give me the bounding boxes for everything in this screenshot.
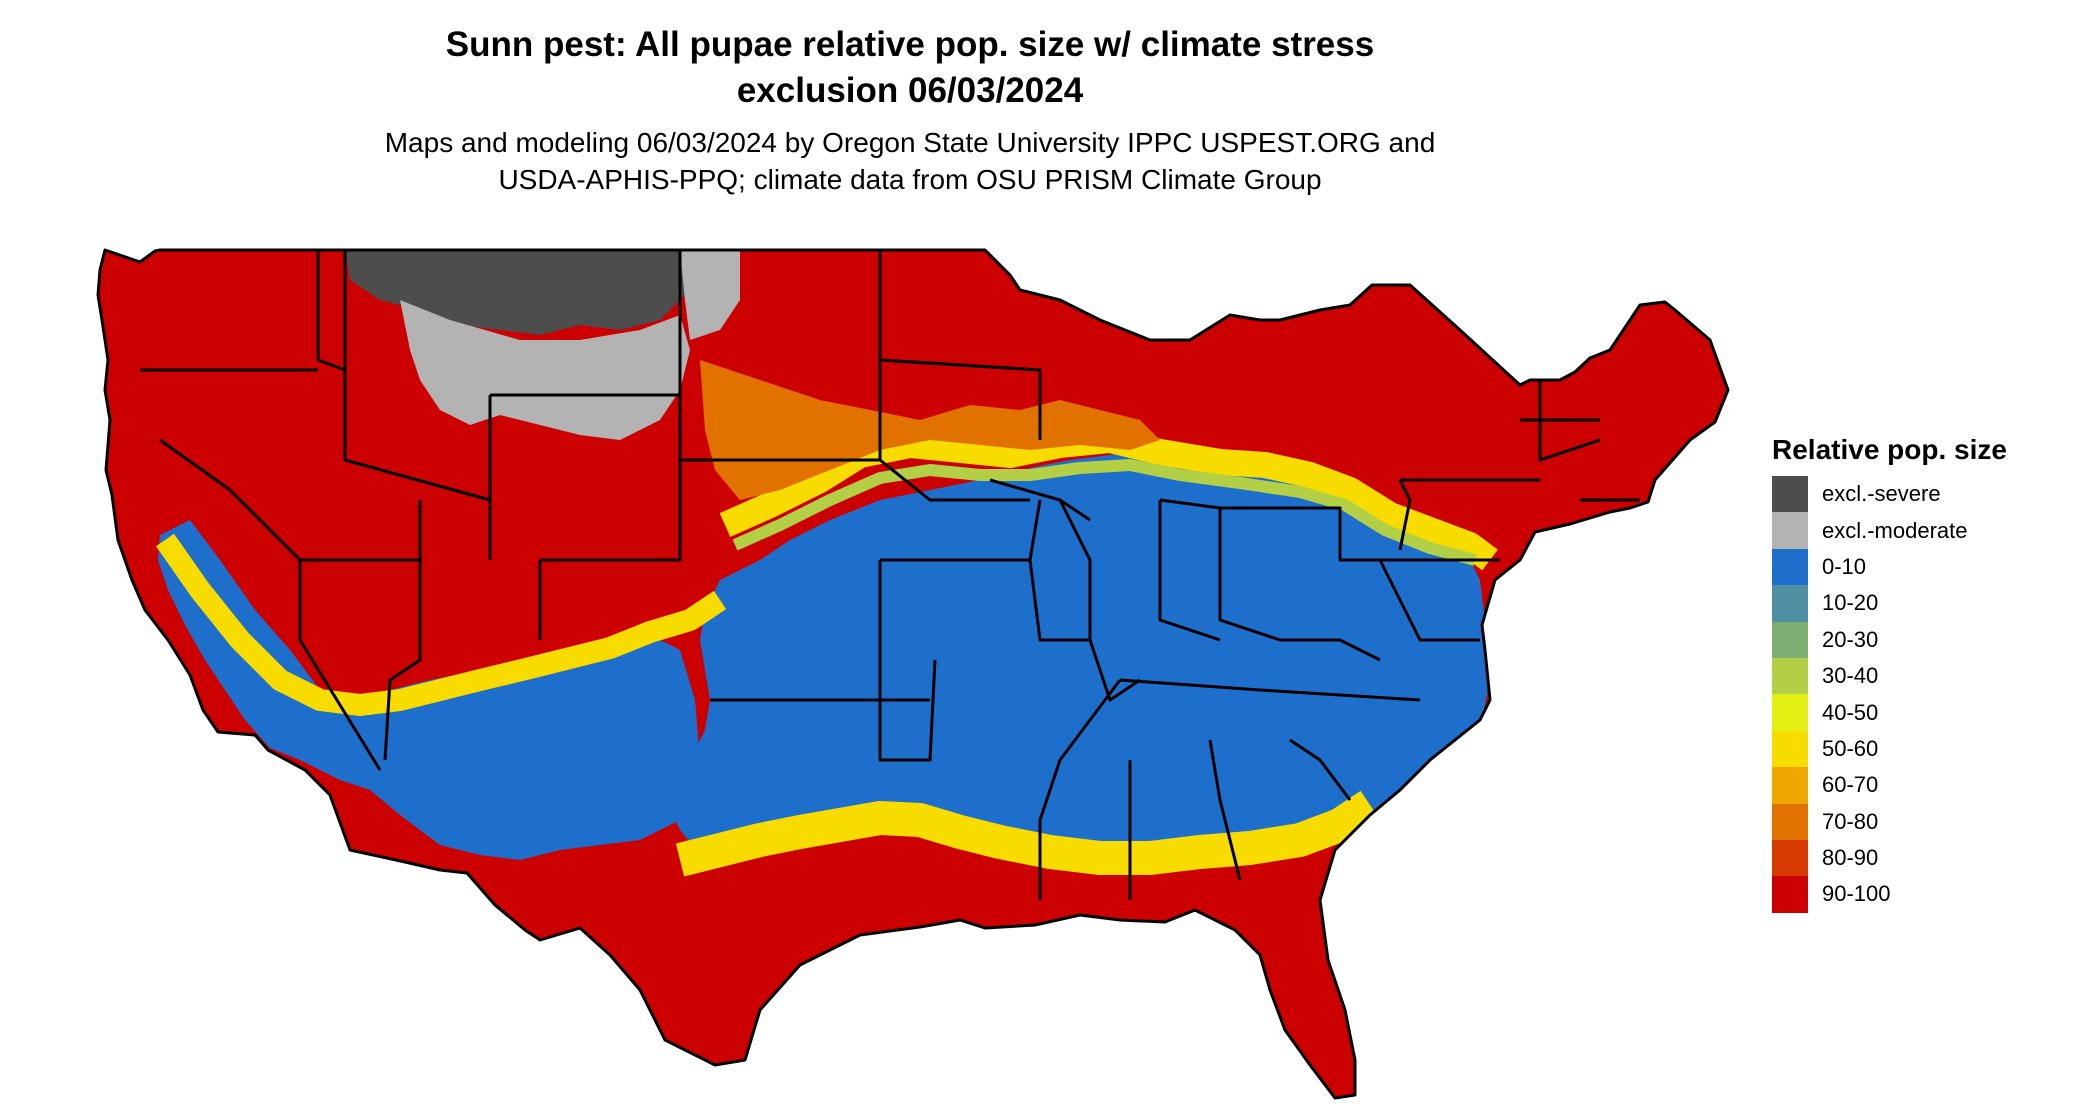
legend-swatch (1772, 730, 1808, 768)
zone-20-40-north-band (732, 459, 1477, 566)
legend-item: 30-40 (1772, 657, 2072, 695)
legend-item: 90-100 (1772, 876, 2072, 913)
legend-item: excl.-moderate (1772, 512, 2072, 549)
legend-item: 10-20 (1772, 585, 2072, 622)
legend-item: 50-60 (1772, 730, 2072, 768)
zone-70-90-upper-midwest (700, 360, 1160, 500)
state-borders (96, 248, 1730, 1100)
legend-item: excl.-severe (1772, 476, 2072, 513)
legend: Relative pop. size excl.-severe excl.-mod… (1772, 432, 2072, 913)
legend-swatch (1772, 621, 1808, 658)
zone-0-10-east (660, 450, 1490, 860)
legend-swatch (1772, 585, 1808, 622)
map-subtitle: Maps and modeling 06/03/2024 by Oregon S… (300, 124, 1520, 198)
legend-label: 70-80 (1822, 808, 1879, 834)
zone-excl-moderate (400, 300, 690, 440)
legend-label: 30-40 (1822, 663, 1879, 689)
legend-items: excl.-severe excl.-moderate 0-10 10-20 20-30… (1772, 476, 2072, 913)
legend-swatch (1772, 476, 1808, 513)
legend-label: excl.-severe (1822, 481, 1941, 507)
legend-label: 80-90 (1822, 845, 1879, 871)
legend-swatch (1772, 548, 1808, 586)
legend-label: 0-10 (1822, 553, 1867, 579)
legend-swatch (1772, 839, 1808, 877)
legend-item: 80-90 (1772, 839, 2072, 877)
legend-label: 20-30 (1822, 626, 1879, 652)
legend-label: 10-20 (1822, 590, 1879, 616)
zone-excl-moderate-east (680, 250, 740, 340)
zone-40-80-south-band (675, 790, 1380, 877)
zone-40-60-west-band (155, 533, 727, 716)
legend-label: 50-60 (1822, 735, 1879, 761)
legend-label: excl.-moderate (1822, 517, 1968, 543)
legend-item: 60-70 (1772, 767, 2072, 804)
map-subtitle-line-1: Maps and modeling 06/03/2024 by Oregon S… (384, 127, 1436, 158)
legend-item: 20-30 (1772, 621, 2072, 658)
legend-swatch (1772, 512, 1808, 549)
map-subtitle-line-2: USDA-APHIS-PPQ; climate data from OSU PR… (498, 164, 1322, 195)
legend-swatch (1772, 876, 1808, 913)
map-title-line-2: exclusion 06/03/2024 (736, 71, 1084, 110)
map-title-line-1: Sunn pest: All pupae relative pop. size … (445, 25, 1375, 64)
map-title: Sunn pest: All pupae relative pop. size … (300, 22, 1520, 114)
legend-item: 0-10 (1772, 548, 2072, 586)
legend-swatch (1772, 803, 1808, 840)
legend-label: 40-50 (1822, 699, 1879, 725)
legend-item: 40-50 (1772, 694, 2072, 731)
legend-swatch (1772, 657, 1808, 695)
legend-label: 90-100 (1822, 881, 1891, 907)
legend-swatch (1772, 767, 1808, 804)
legend-label: 60-70 (1822, 772, 1879, 798)
legend-title: Relative pop. size (1772, 434, 2007, 465)
legend-swatch (1772, 694, 1808, 731)
legend-item: 70-80 (1772, 803, 2072, 840)
